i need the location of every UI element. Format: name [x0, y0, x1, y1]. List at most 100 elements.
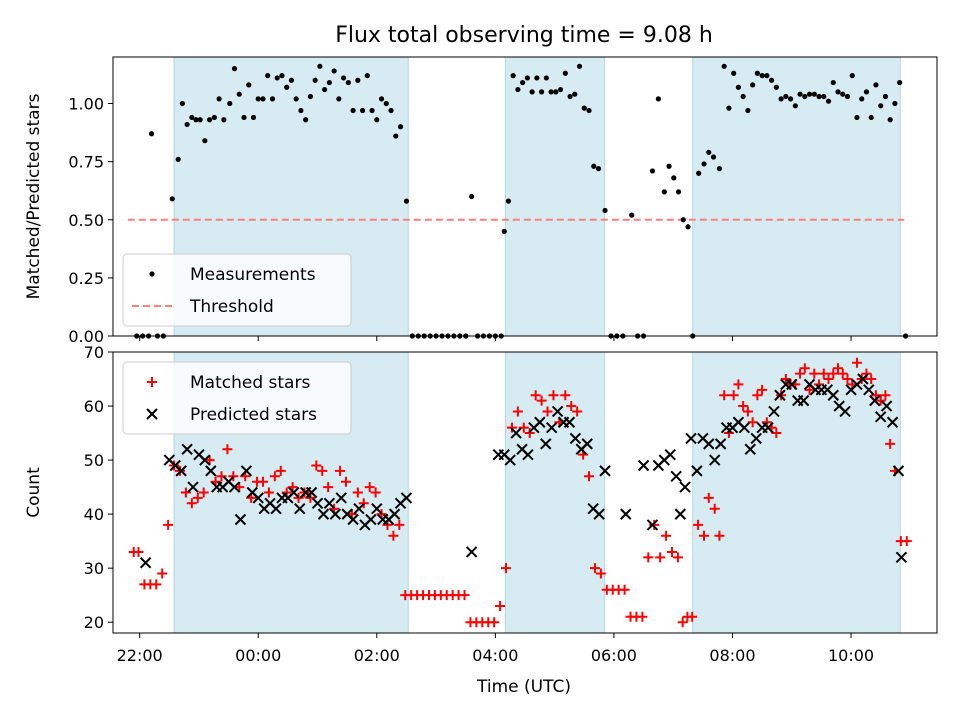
point-matched-stars-123 — [823, 374, 834, 385]
x-tick-label-6: 10:00 — [828, 646, 874, 665]
point-matched-stars-4 — [151, 579, 162, 590]
point-predicted-stars-100 — [857, 373, 869, 385]
point-predicted-stars-103 — [874, 411, 887, 423]
point-predicted-stars-105 — [886, 416, 899, 428]
point-predicted-stars-27 — [317, 508, 330, 520]
point-matched-stars-129 — [851, 357, 862, 368]
axes-frame-counts — [112, 351, 938, 634]
point-measurements-42 — [341, 75, 347, 81]
point-predicted-stars-12 — [228, 481, 241, 493]
point-measurements-68 — [480, 333, 487, 339]
point-measurements-80 — [538, 89, 545, 95]
point-matched-stars-135 — [880, 390, 891, 401]
point-measurements-101 — [655, 96, 661, 102]
point-predicted-stars-36 — [371, 503, 383, 515]
point-matched-stars-95 — [687, 611, 698, 622]
legend-label-matched-stars: Matched stars — [190, 373, 310, 393]
x-tick-label-0: 22:00 — [117, 646, 163, 665]
point-matched-stars-77 — [584, 471, 595, 482]
point-matched-stars-106 — [742, 406, 753, 417]
point-matched-stars-87 — [643, 552, 654, 563]
point-measurements-47 — [364, 73, 370, 79]
point-predicted-stars-19 — [270, 503, 282, 515]
point-matched-stars-97 — [699, 530, 710, 541]
x-tick-label-3: 04:00 — [472, 646, 518, 665]
point-predicted-stars-52 — [545, 421, 558, 434]
point-measurements-86 — [567, 93, 573, 100]
point-measurements-44 — [350, 107, 356, 114]
point-measurements-91 — [591, 163, 597, 169]
point-matched-stars-98 — [703, 492, 714, 503]
point-matched-stars-73 — [560, 390, 571, 401]
point-measurements-109 — [696, 170, 702, 176]
point-predicted-stars-102 — [869, 394, 881, 407]
x-tick-label-2: 02:00 — [354, 646, 400, 665]
point-measurements-120 — [750, 82, 756, 88]
point-predicted-stars-16 — [252, 492, 264, 504]
point-matched-stars-125 — [833, 363, 844, 374]
point-matched-stars-31 — [311, 460, 322, 471]
point-measurements-118 — [740, 93, 746, 100]
point-matched-stars-108 — [752, 390, 763, 401]
point-matched-stars-63 — [501, 563, 512, 574]
point-measurements-75 — [515, 86, 521, 93]
point-matched-stars-44 — [388, 530, 399, 541]
point-measurements-25 — [260, 96, 266, 102]
point-predicted-stars-5 — [187, 481, 199, 493]
point-measurements-45 — [355, 77, 361, 83]
point-measurements-147 — [878, 103, 884, 109]
point-measurements-0 — [134, 333, 140, 339]
point-measurements-74 — [510, 73, 516, 79]
point-matched-stars-36 — [340, 476, 351, 487]
point-measurements-33 — [298, 107, 304, 114]
point-matched-stars-126 — [837, 368, 848, 379]
point-measurements-70 — [492, 333, 498, 339]
point-matched-stars-118 — [799, 363, 810, 374]
point-measurements-40 — [331, 68, 337, 74]
point-measurements-76 — [520, 79, 526, 86]
point-matched-stars-25 — [275, 465, 286, 476]
point-predicted-stars-68 — [670, 470, 682, 482]
point-matched-stars-23 — [263, 487, 274, 498]
point-measurements-136 — [825, 98, 832, 104]
point-measurements-46 — [359, 107, 366, 114]
y-tick-label-counts-4: 60 — [84, 397, 104, 416]
point-measurements-71 — [498, 333, 504, 339]
point-measurements-7 — [175, 156, 181, 162]
point-measurements-121 — [754, 70, 760, 76]
point-predicted-stars-69 — [674, 508, 687, 520]
point-matched-stars-96 — [693, 519, 704, 530]
point-predicted-stars-28 — [323, 497, 336, 510]
point-measurements-104 — [671, 175, 677, 181]
point-measurements-142 — [854, 114, 860, 121]
point-predicted-stars-35 — [365, 513, 377, 526]
point-matched-stars-127 — [842, 374, 853, 385]
chart-title: Flux total observing time = 9.08 h — [335, 23, 713, 48]
point-measurements-54 — [397, 124, 404, 130]
point-matched-stars-61 — [489, 617, 500, 628]
point-measurements-28 — [274, 75, 280, 81]
point-predicted-stars-8 — [205, 465, 217, 477]
point-predicted-stars-107 — [895, 551, 908, 564]
point-matched-stars-62 — [495, 600, 506, 611]
point-measurements-138 — [835, 89, 841, 95]
point-measurements-61 — [439, 333, 445, 339]
point-predicted-stars-29 — [329, 508, 342, 520]
x-axis-label: Time (UTC) — [476, 677, 571, 697]
point-measurements-135 — [821, 93, 827, 100]
observing-window-ratio-2 — [692, 57, 901, 336]
point-measurements-139 — [840, 91, 846, 97]
point-matched-stars-10 — [186, 498, 197, 509]
point-measurements-94 — [608, 333, 614, 339]
point-measurements-140 — [844, 93, 851, 100]
series-predicted-stars — [139, 373, 908, 569]
point-predicted-stars-30 — [335, 492, 347, 504]
point-measurements-52 — [388, 107, 394, 114]
point-predicted-stars-0 — [139, 557, 152, 569]
point-measurements-126 — [778, 96, 784, 102]
point-matched-stars-71 — [548, 390, 559, 401]
point-measurements-152 — [902, 333, 909, 339]
point-measurements-116 — [731, 70, 737, 76]
point-predicted-stars-3 — [175, 465, 187, 477]
y-tick-label-counts-0: 20 — [84, 613, 104, 632]
